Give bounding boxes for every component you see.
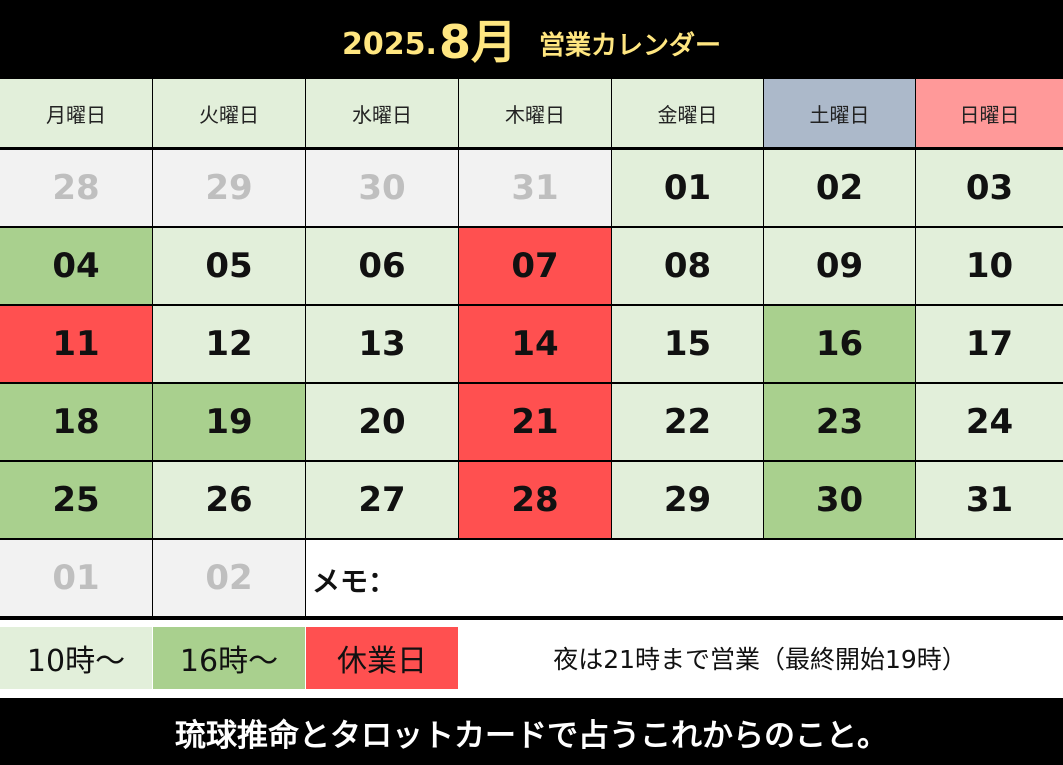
calendar-header: 2025. 8月 営業カレンダー [0, 0, 1063, 78]
calendar-day: 29 [612, 462, 763, 538]
legend-item: 休業日 [306, 627, 458, 689]
calendar-day: 16 [764, 306, 915, 382]
legend-item: 16時～ [153, 627, 305, 689]
calendar-day: 21 [459, 384, 611, 460]
header-year: 2025. [342, 26, 437, 62]
weekday-header: 土曜日 [764, 79, 915, 147]
calendar-day: 24 [916, 384, 1063, 460]
calendar-day: 06 [306, 228, 458, 304]
calendar-day: 08 [612, 228, 763, 304]
calendar-day: 12 [153, 306, 305, 382]
calendar-day: 19 [153, 384, 305, 460]
calendar-day: 05 [153, 228, 305, 304]
calendar-day: 02 [764, 150, 915, 226]
header-month: 8月 [438, 15, 517, 69]
memo-label: メモ： [312, 565, 397, 598]
calendar-day: 17 [916, 306, 1063, 382]
calendar-day: 20 [306, 384, 458, 460]
calendar-day: 14 [459, 306, 611, 382]
calendar-day: 13 [306, 306, 458, 382]
calendar-day: 18 [0, 384, 152, 460]
calendar-day: 27 [306, 462, 458, 538]
calendar-day: 26 [153, 462, 305, 538]
calendar-day: 03 [916, 150, 1063, 226]
weekday-header: 月曜日 [0, 79, 152, 147]
calendar-day: 22 [612, 384, 763, 460]
calendar-day: 28 [459, 462, 611, 538]
header-subtitle: 営業カレンダー [538, 30, 721, 61]
calendar-day: 30 [764, 462, 915, 538]
legend-note: 夜は21時まで営業（最終開始19時） [553, 645, 967, 674]
weekday-header: 日曜日 [916, 79, 1063, 147]
calendar-day: 15 [612, 306, 763, 382]
footer-tagline: 琉球推命とタロットカードで占うこれからのこと。 [175, 718, 888, 754]
calendar-day: 11 [0, 306, 152, 382]
calendar-day: 10 [916, 228, 1063, 304]
calendar-day: 04 [0, 228, 152, 304]
calendar-day: 31 [916, 462, 1063, 538]
calendar-day: 09 [764, 228, 915, 304]
calendar-day: 02 [153, 540, 305, 616]
legend-item: 10時～ [0, 627, 152, 689]
calendar-day: 01 [612, 150, 763, 226]
calendar-day: 28 [0, 150, 152, 226]
calendar-day: 31 [459, 150, 611, 226]
calendar-day: 23 [764, 384, 915, 460]
calendar-day: 01 [0, 540, 152, 616]
calendar-day: 25 [0, 462, 152, 538]
weekday-header: 木曜日 [459, 79, 611, 147]
calendar-day: 30 [306, 150, 458, 226]
weekday-header: 金曜日 [612, 79, 763, 147]
memo-area [306, 540, 1063, 616]
calendar-day: 07 [459, 228, 611, 304]
calendar-day: 29 [153, 150, 305, 226]
weekday-header: 水曜日 [306, 79, 458, 147]
weekday-header: 火曜日 [153, 79, 305, 147]
